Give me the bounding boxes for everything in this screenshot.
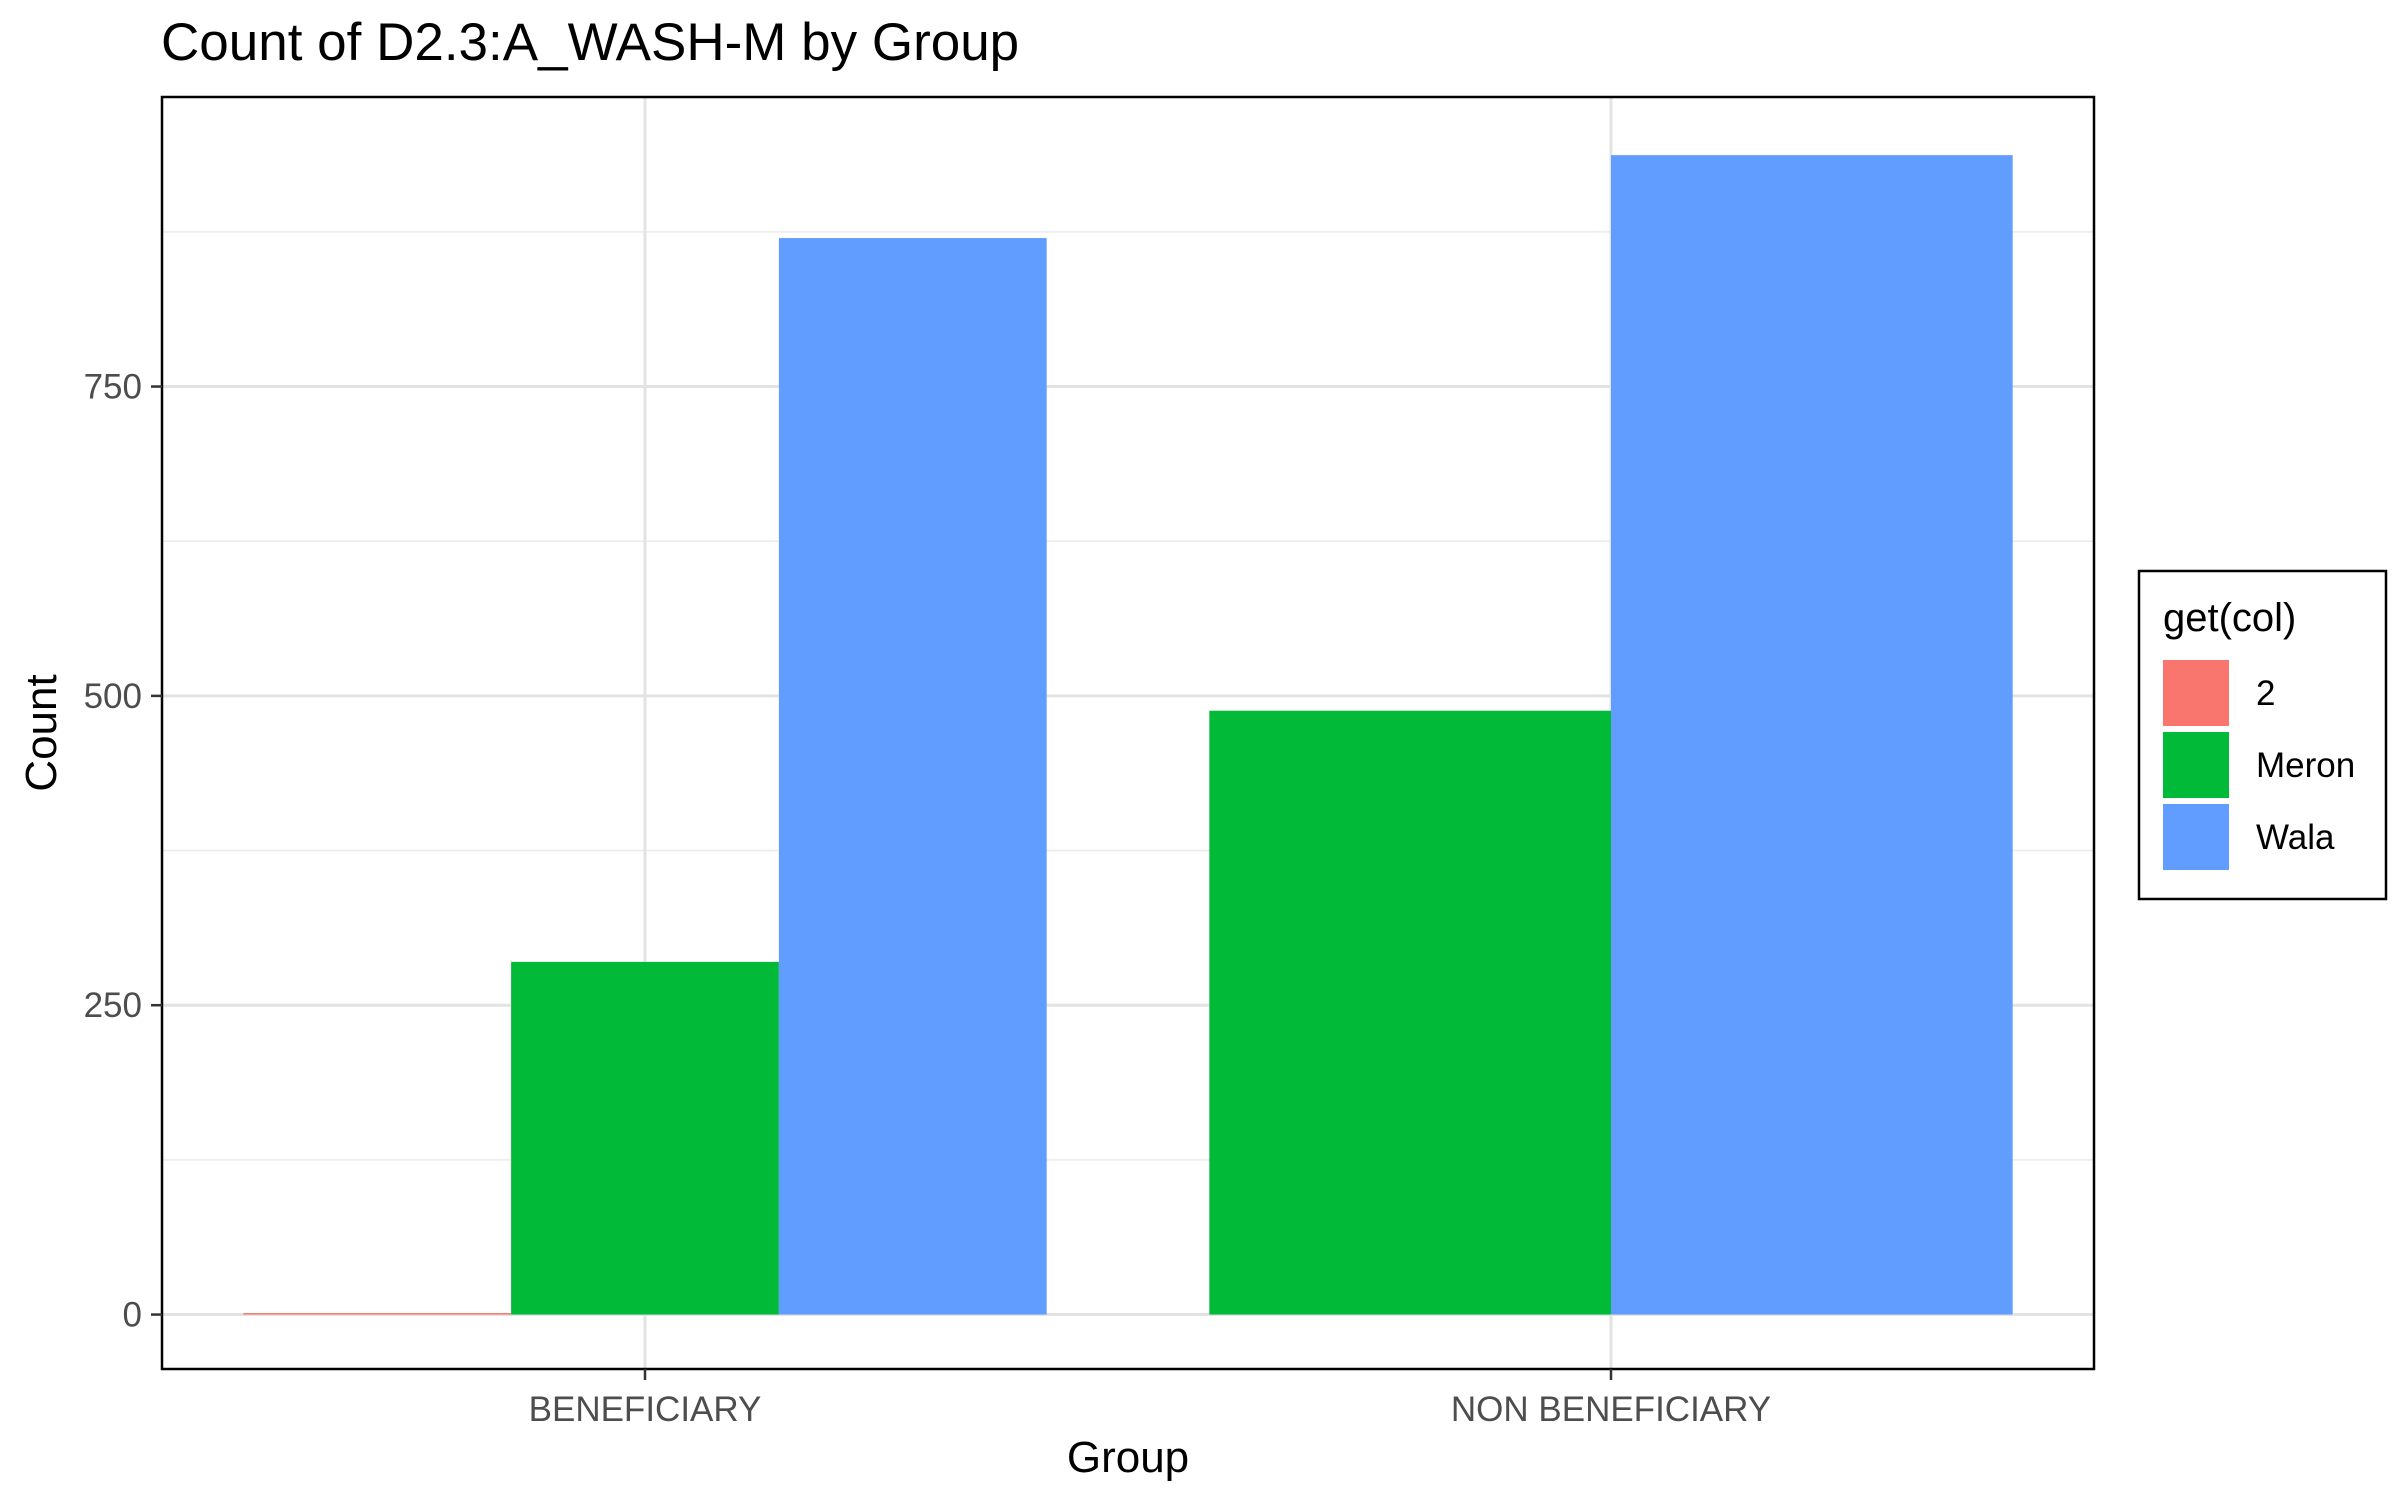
bar — [778, 238, 1047, 1315]
y-tick-label: 0 — [123, 1296, 142, 1335]
bars-layer — [243, 155, 2013, 1315]
y-axis-title: Count — [17, 674, 66, 791]
legend-title: get(col) — [2163, 596, 2296, 640]
y-axis: 0 250 500 750 — [84, 368, 162, 1335]
x-tick-label: BENEFICIARY — [529, 1390, 762, 1429]
legend-label: Wala — [2256, 818, 2335, 857]
legend-swatch — [2163, 804, 2229, 870]
bar — [511, 961, 779, 1315]
x-axis: BENEFICIARY NON BENEFICIARY — [529, 1369, 1771, 1429]
plot-border — [160, 95, 2096, 1371]
legend-swatch — [2163, 732, 2229, 798]
chart-title: Count of D2.3:A_WASH-M by Group — [161, 13, 1019, 72]
y-tick-label: 750 — [84, 368, 142, 407]
bar — [1209, 710, 1611, 1315]
x-axis-title: Group — [1067, 1433, 1189, 1482]
legend-swatch — [2163, 660, 2229, 726]
bar — [1611, 155, 2013, 1315]
legend-label: 2 — [2256, 674, 2275, 713]
x-tick-label: NON BENEFICIARY — [1451, 1390, 1771, 1429]
y-tick-label: 250 — [84, 986, 142, 1025]
legend: get(col) 2 Meron Wala — [2137, 569, 2388, 901]
legend-items: 2 Meron Wala — [2163, 660, 2355, 870]
y-tick-label: 500 — [84, 677, 142, 716]
bar — [243, 1313, 512, 1315]
legend-label: Meron — [2256, 746, 2355, 785]
